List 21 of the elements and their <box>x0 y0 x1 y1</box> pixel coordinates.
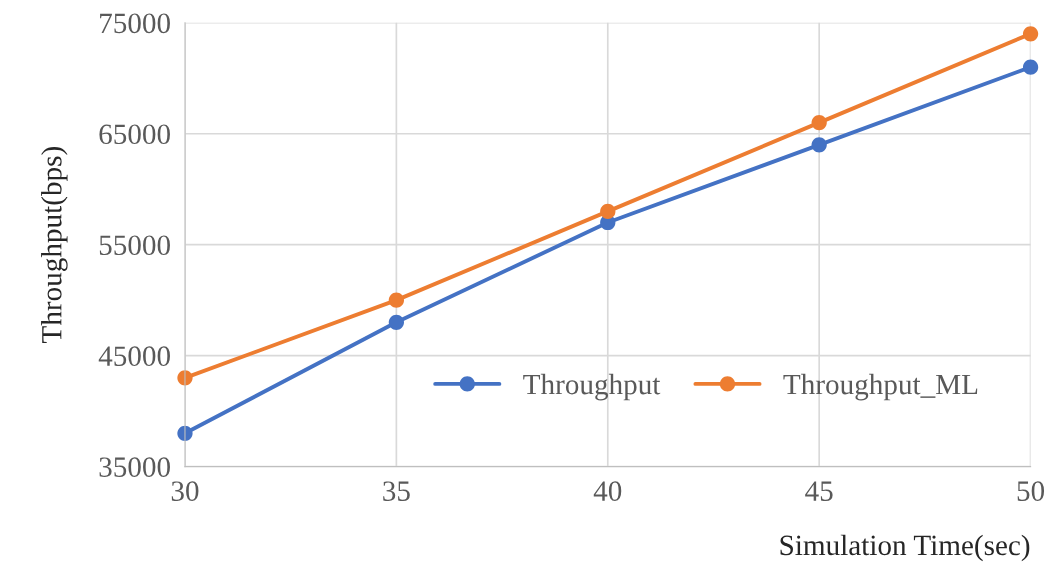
y-axis-title: Throughput(bps) <box>41 147 68 343</box>
legend-label: Throughput <box>523 373 661 401</box>
legend-label: Throughput_ML <box>783 373 978 401</box>
point <box>1022 59 1039 75</box>
x-tick-label: 30 <box>171 481 199 501</box>
y-tick-label: 55000 <box>99 235 170 256</box>
x-tick-label: 45 <box>805 481 833 501</box>
x-tick-label: 50 <box>1017 481 1045 501</box>
x-tick-label: 35 <box>383 481 410 501</box>
x-tick-label: 40 <box>593 481 622 501</box>
y-tick-label: 75000 <box>100 13 170 34</box>
point <box>388 314 405 330</box>
y-tick-label: 35000 <box>99 457 170 477</box>
point <box>388 292 405 308</box>
point <box>811 137 827 153</box>
point <box>600 203 616 220</box>
y-tick-label: 45000 <box>98 346 170 367</box>
y-tick-label: 65000 <box>99 124 170 145</box>
x-axis-title: Simulation Time(sec) <box>780 534 1030 562</box>
point <box>1022 26 1039 42</box>
point <box>811 114 827 131</box>
